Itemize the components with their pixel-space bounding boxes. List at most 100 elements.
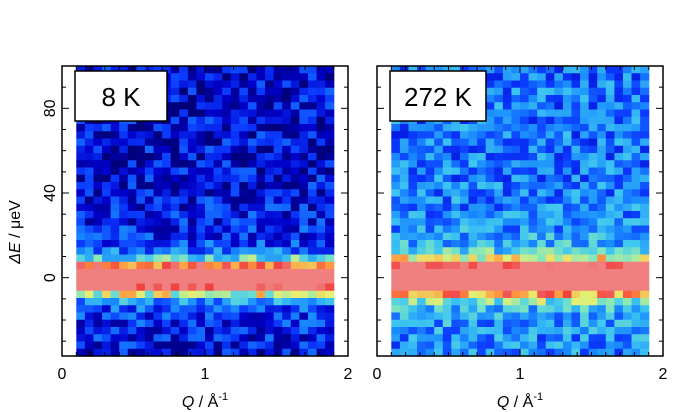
heatmap-cell [631,341,641,350]
heatmap-cell [545,138,555,147]
heatmap-cell [187,283,198,292]
heatmap-cell [477,153,487,161]
heatmap-cell [222,261,232,270]
heatmap-cell [520,66,530,74]
heatmap-cell [614,189,624,198]
heatmap-cell [256,189,266,198]
heatmap-cell [84,305,95,314]
heatmap-cell [93,131,103,140]
heatmap-cell [528,131,538,140]
heatmap-cell [290,174,300,183]
heatmap-cell [477,203,487,212]
heatmap-cell [93,298,103,306]
heatmap-cell [76,138,86,147]
heatmap-cell [119,319,129,328]
heatmap-cell [205,153,215,161]
heatmap-cell [222,211,232,219]
heatmap-cell [485,189,495,198]
heatmap-cell [537,348,547,357]
heatmap-cell [196,225,206,234]
heatmap-cell [247,341,258,350]
heatmap-cell [571,327,581,335]
heatmap-cell [562,269,573,277]
heatmap-cell [631,203,641,212]
heatmap-cell [256,203,266,212]
heatmap-cell [597,276,607,285]
heatmap-cell [451,276,461,285]
heatmap-cell [562,116,573,125]
heatmap-cell [76,290,86,299]
heatmap-cell [273,276,283,285]
heatmap-cell [622,348,633,357]
heatmap-cell [239,87,249,96]
heatmap-cell [213,261,223,270]
heatmap-cell [588,153,598,161]
heatmap-cell [119,254,129,263]
heatmap-cell [119,348,129,357]
heatmap-cell [170,153,180,161]
heatmap-cell [290,276,300,285]
heatmap-cell [153,203,163,212]
heatmap-cell [307,124,318,132]
heatmap-cell [153,189,163,198]
heatmap-cell [468,203,478,212]
heatmap-cell [511,124,521,132]
heatmap-cell [144,312,155,321]
heatmap-cell [93,348,103,357]
heatmap-cell [290,240,300,248]
heatmap-cell [196,138,206,147]
heatmap-cell [459,66,470,74]
heatmap-cell [571,334,581,343]
heatmap-cell [545,189,555,198]
heatmap-cell [136,312,146,321]
heatmap-cell [316,232,326,241]
heatmap-cell [162,334,172,343]
heatmap-cell [562,283,573,292]
heatmap-cell [179,276,189,285]
heatmap-cell [511,153,521,161]
heatmap-cell [196,283,206,292]
heatmap-cell [562,225,573,234]
heatmap-cell [391,145,401,154]
heatmap-cell [640,160,650,169]
heatmap-cell [605,73,615,82]
heatmap-cell [230,319,240,328]
heatmap-cell [434,348,444,357]
heatmap-cell [631,247,641,256]
heatmap-cell [290,102,300,111]
heatmap-cell [485,334,495,343]
heatmap-cell [477,138,487,147]
heatmap-cell [605,261,615,270]
heatmap-cell [562,312,573,321]
heatmap-cell [179,203,189,212]
heatmap-cell [153,182,163,190]
heatmap-cell [265,283,275,292]
heatmap-cell [162,189,172,198]
heatmap-cell [511,334,521,343]
heatmap-cell [459,283,470,292]
heatmap-cell [442,66,452,74]
heatmap-cell [282,145,292,154]
heatmap-cell [144,327,155,335]
heatmap-cell [502,131,513,140]
heatmap-cell [213,298,223,306]
heatmap-cell [477,312,487,321]
heatmap-cell [119,283,129,292]
heatmap-cell [571,87,581,96]
heatmap-cell [580,167,590,176]
heatmap-cell [459,240,470,248]
heatmap-cell [273,283,283,292]
heatmap-cell [205,174,215,183]
heatmap-cell [434,124,444,132]
heatmap-cell [153,124,163,132]
heatmap-cell [136,124,146,132]
heatmap-cell [511,116,521,125]
heatmap-cell [84,312,95,321]
heatmap-cell [417,334,427,343]
heatmap-cell [468,182,478,190]
heatmap-cell [290,66,300,74]
heatmap-cell [102,124,112,132]
heatmap-cell [230,145,240,154]
heatmap-cell [299,341,309,350]
heatmap-cell [425,211,435,219]
